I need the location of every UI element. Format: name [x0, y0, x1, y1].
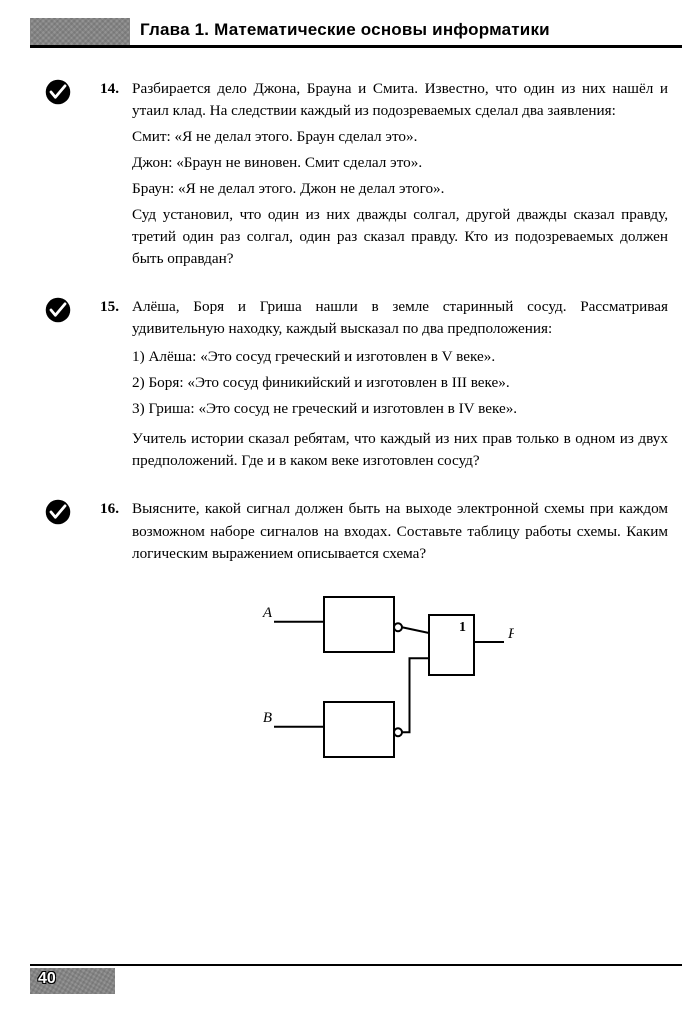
content-area: 14. Разбирается дело Джона, Брауна и Сми… [100, 78, 668, 787]
circuit-diagram: 1 A B F [100, 587, 668, 787]
paragraph: Выясните, какой сигнал должен быть на вы… [132, 498, 668, 564]
svg-text:F: F [507, 626, 514, 642]
page-number: 40 [38, 970, 56, 988]
footer-rule [30, 964, 682, 966]
problem-body: Выясните, какой сигнал должен быть на вы… [132, 498, 668, 568]
check-icon [44, 78, 72, 106]
svg-text:A: A [262, 604, 273, 620]
problem-body: Разбирается дело Джона, Брауна и Смита. … [132, 78, 668, 274]
problem-15: 15. Алёша, Боря и Гриша нашли в земле ст… [100, 296, 668, 476]
problem-16: 16. Выясните, какой сигнал должен быть н… [100, 498, 668, 568]
list-item: 2) Боря: «Это сосуд финикийский и изгото… [132, 372, 668, 394]
paragraph: Джон: «Браун не виновен. Смит сделал это… [132, 152, 668, 174]
svg-text:1: 1 [459, 620, 466, 635]
paragraph: Алёша, Боря и Гриша нашли в земле старин… [132, 296, 668, 340]
paragraph: Учитель истории сказал ребятам, что кажд… [132, 428, 668, 472]
header-rule [30, 45, 682, 48]
header-ornament [30, 18, 130, 46]
paragraph: Смит: «Я не делал этого. Браун сделал эт… [132, 126, 668, 148]
circuit-svg: 1 A B F [254, 587, 514, 787]
paragraph: Браун: «Я не делал этого. Джон не делал … [132, 178, 668, 200]
problem-body: Алёша, Боря и Гриша нашли в земле старин… [132, 296, 668, 476]
chapter-title: Глава 1. Математические основы информати… [140, 20, 550, 40]
paragraph: Разбирается дело Джона, Брауна и Смита. … [132, 78, 668, 122]
assumption-list: 1) Алёша: «Это сосуд греческий и изготов… [132, 346, 668, 420]
problem-number: 14. [100, 78, 132, 274]
problem-number: 16. [100, 498, 132, 568]
check-icon [44, 498, 72, 526]
page: Глава 1. Математические основы информати… [0, 0, 700, 1018]
list-item: 3) Гриша: «Это сосуд не греческий и изго… [132, 398, 668, 420]
header-band: Глава 1. Математические основы информати… [0, 18, 700, 52]
check-icon [44, 296, 72, 324]
list-item: 1) Алёша: «Это сосуд греческий и изготов… [132, 346, 668, 368]
problem-number: 15. [100, 296, 132, 476]
paragraph: Суд установил, что один из них дважды со… [132, 204, 668, 270]
problem-14: 14. Разбирается дело Джона, Брауна и Сми… [100, 78, 668, 274]
svg-text:B: B [263, 709, 272, 725]
footer-band: 40 [0, 964, 700, 996]
